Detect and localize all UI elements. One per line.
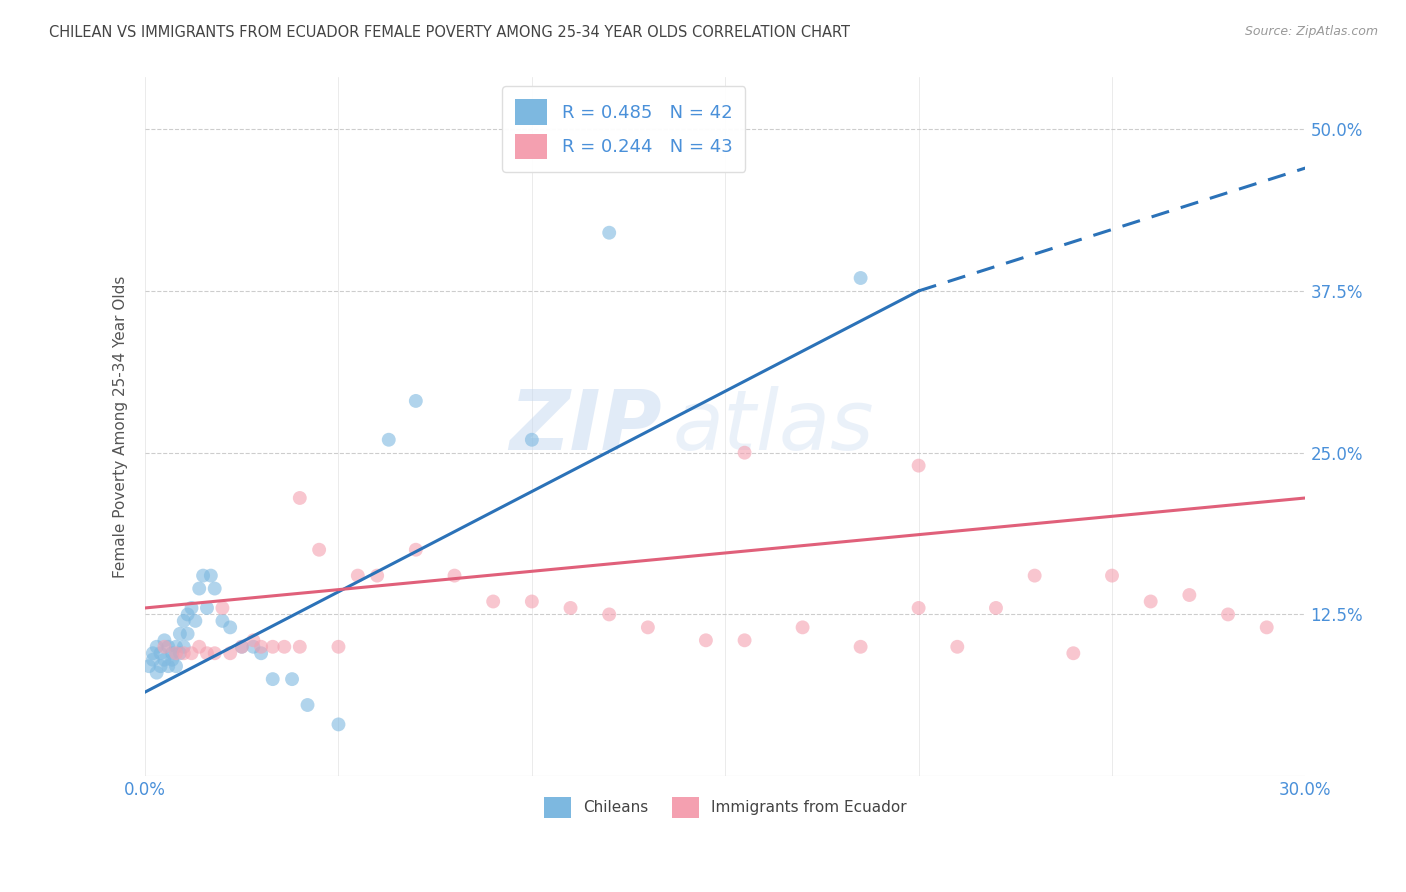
Point	[165, 640, 187, 654]
Point	[176, 607, 198, 622]
Point	[195, 601, 218, 615]
Point	[180, 646, 202, 660]
Point	[308, 542, 330, 557]
Point	[443, 568, 465, 582]
Point	[250, 640, 273, 654]
Point	[984, 601, 1007, 615]
Point	[734, 633, 756, 648]
Point	[242, 640, 264, 654]
Point	[231, 640, 253, 654]
Point	[160, 653, 183, 667]
Point	[191, 568, 214, 582]
Point	[1101, 568, 1123, 582]
Point	[520, 594, 543, 608]
Point	[1256, 620, 1278, 634]
Point	[262, 672, 284, 686]
Point	[907, 601, 929, 615]
Point	[149, 646, 172, 660]
Point	[273, 640, 295, 654]
Point	[262, 640, 284, 654]
Text: Source: ZipAtlas.com: Source: ZipAtlas.com	[1244, 25, 1378, 38]
Point	[142, 653, 165, 667]
Point	[184, 614, 207, 628]
Point	[138, 659, 160, 673]
Point	[142, 646, 165, 660]
Point	[165, 646, 187, 660]
Legend: Chileans, Immigrants from Ecuador: Chileans, Immigrants from Ecuador	[537, 790, 912, 824]
Point	[297, 698, 319, 712]
Point	[165, 659, 187, 673]
Point	[482, 594, 505, 608]
Point	[153, 653, 176, 667]
Point	[288, 640, 311, 654]
Point	[188, 640, 211, 654]
Point	[153, 633, 176, 648]
Point	[907, 458, 929, 473]
Point	[195, 646, 218, 660]
Point	[405, 393, 427, 408]
Point	[695, 633, 717, 648]
Point	[637, 620, 659, 634]
Point	[377, 433, 399, 447]
Point	[219, 620, 242, 634]
Point	[1178, 588, 1201, 602]
Point	[153, 640, 176, 654]
Point	[204, 646, 226, 660]
Point	[169, 646, 191, 660]
Point	[204, 582, 226, 596]
Point	[1062, 646, 1084, 660]
Point	[1024, 568, 1046, 582]
Point	[328, 640, 350, 654]
Point	[211, 601, 233, 615]
Point	[520, 433, 543, 447]
Point	[173, 646, 195, 660]
Point	[1216, 607, 1239, 622]
Point	[792, 620, 814, 634]
Point	[160, 646, 183, 660]
Point	[169, 627, 191, 641]
Point	[188, 582, 211, 596]
Point	[288, 491, 311, 505]
Point	[946, 640, 969, 654]
Point	[180, 601, 202, 615]
Point	[149, 659, 172, 673]
Text: CHILEAN VS IMMIGRANTS FROM ECUADOR FEMALE POVERTY AMONG 25-34 YEAR OLDS CORRELAT: CHILEAN VS IMMIGRANTS FROM ECUADOR FEMAL…	[49, 25, 851, 40]
Point	[734, 445, 756, 459]
Point	[200, 568, 222, 582]
Point	[849, 640, 872, 654]
Point	[145, 640, 167, 654]
Point	[366, 568, 388, 582]
Point	[598, 226, 620, 240]
Text: ZIP: ZIP	[509, 386, 661, 467]
Point	[176, 627, 198, 641]
Text: atlas: atlas	[673, 386, 875, 467]
Point	[157, 659, 180, 673]
Point	[560, 601, 582, 615]
Point	[328, 717, 350, 731]
Point	[242, 633, 264, 648]
Point	[281, 672, 304, 686]
Point	[250, 646, 273, 660]
Point	[219, 646, 242, 660]
Point	[157, 640, 180, 654]
Point	[849, 271, 872, 285]
Point	[145, 665, 167, 680]
Point	[173, 614, 195, 628]
Point	[405, 542, 427, 557]
Point	[211, 614, 233, 628]
Y-axis label: Female Poverty Among 25-34 Year Olds: Female Poverty Among 25-34 Year Olds	[114, 276, 128, 578]
Point	[231, 640, 253, 654]
Point	[346, 568, 368, 582]
Point	[173, 640, 195, 654]
Point	[598, 607, 620, 622]
Point	[1139, 594, 1161, 608]
